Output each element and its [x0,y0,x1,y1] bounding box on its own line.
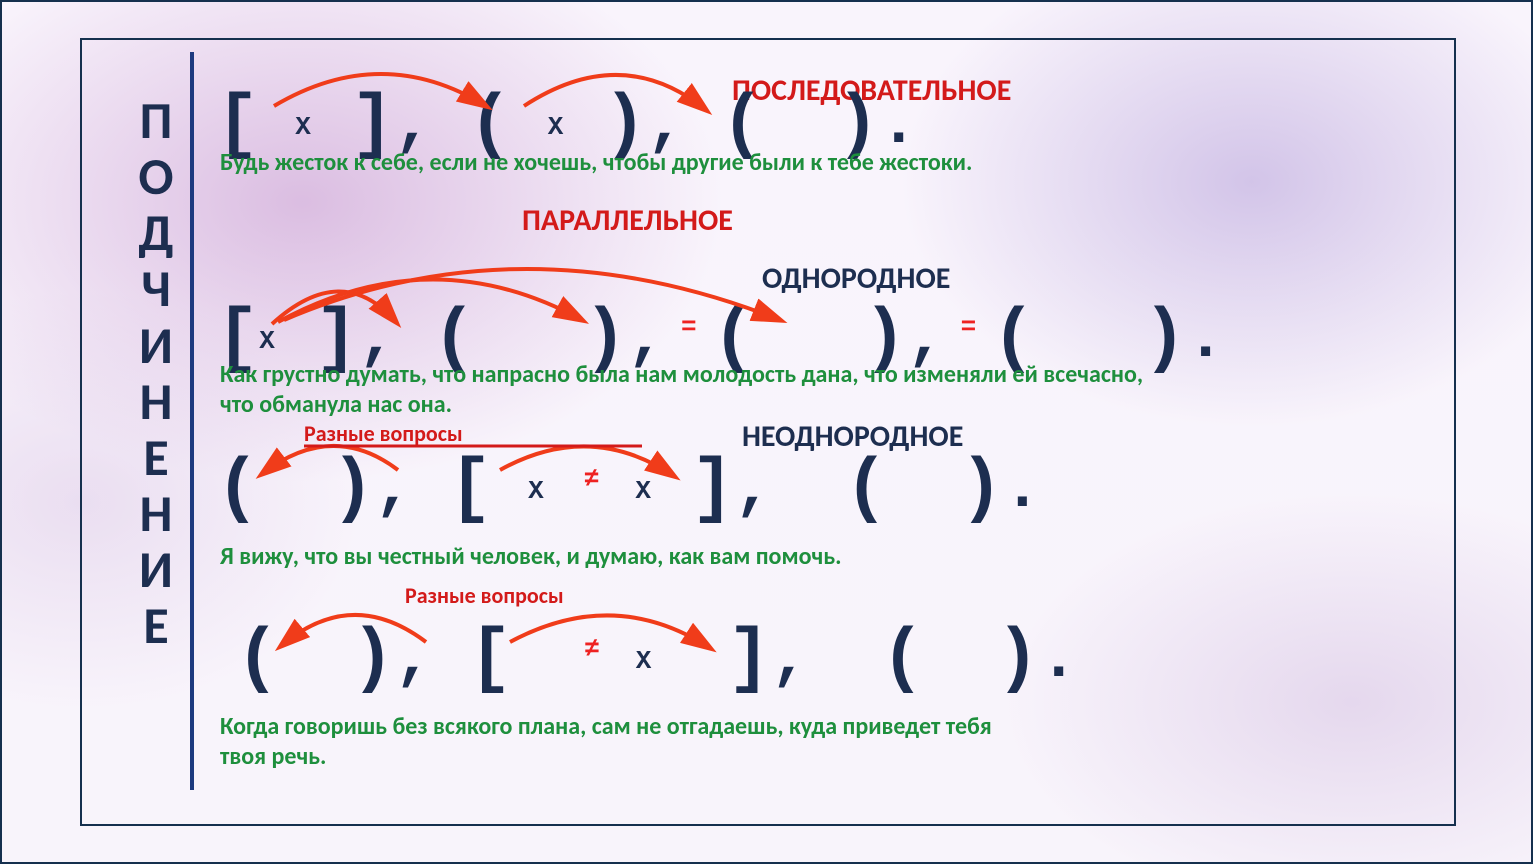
vertical-title-letter: И [130,317,182,373]
vertical-rule [190,52,194,790]
scheme-heterogeneous-1: ( ), [ X ≠ X ], ( ). [216,444,1041,526]
sentence-sequential: Будь жесток к себе, если не хочешь, чтоб… [220,148,1421,178]
vertical-title-letter: Е [130,597,182,653]
title-parallel: ПАРАЛЛЕЛЬНОЕ [522,202,733,239]
sentence-parallel: Как грустно думать, что напрасно была на… [220,360,1170,420]
label-different-questions-1: Разные вопросы [304,420,463,447]
sentence-heterogeneous-2: Когда говоришь без всякого плана, сам не… [220,712,1000,772]
vertical-title-letter: Н [130,373,182,429]
sentence-heterogeneous-1: Я вижу, что вы честный человек, и думаю,… [220,542,1421,572]
vertical-title: ПОДЧИНЕНИЕ [130,92,182,654]
vertical-title-letter: И [130,541,182,597]
slide: ПОДЧИНЕНИЕ ПОСЛЕДОВАТЕЛЬНОЕ [ X ], ( X )… [0,0,1533,864]
label-different-questions-2: Разные вопросы [405,582,564,609]
vertical-title-letter: Е [130,429,182,485]
vertical-title-letter: О [130,148,182,204]
title-homogeneous: ОДНОРОДНОЕ [762,260,950,297]
vertical-title-letter: Н [130,485,182,541]
vertical-title-letter: П [130,92,182,148]
scheme-heterogeneous-2: ( ), [ ≠ X ], ( ). [236,614,1078,696]
vertical-title-letter: Д [130,204,182,260]
vertical-title-letter: Ч [130,260,182,316]
